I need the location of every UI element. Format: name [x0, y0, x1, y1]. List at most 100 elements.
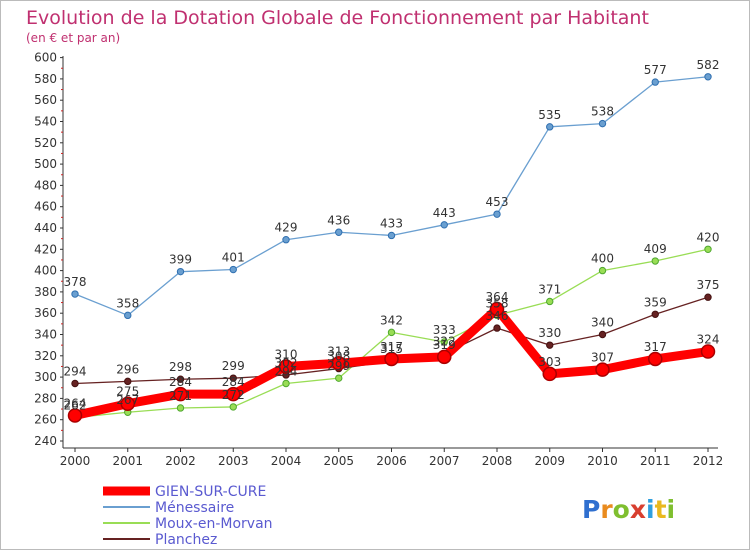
data-label: 346 [486, 309, 509, 323]
x-tick-label: 2010 [587, 454, 618, 468]
chart-title: Evolution de la Dotation Globale de Fonc… [26, 7, 649, 29]
data-label: 275 [116, 385, 139, 399]
data-point [387, 328, 396, 337]
data-point [226, 386, 241, 402]
data-label: 308 [327, 350, 350, 364]
y-tick-label: 540 [34, 115, 57, 129]
data-label: 399 [169, 253, 192, 267]
brand-letter: i [646, 495, 655, 524]
data-label: 302 [275, 356, 298, 370]
data-label: 333 [433, 323, 456, 337]
data-point [704, 245, 712, 254]
y-tick-label: 260 [34, 413, 57, 427]
data-point [489, 301, 505, 317]
data-point [704, 293, 712, 301]
data-point [598, 119, 607, 128]
data-point [229, 403, 237, 411]
y-tick-label: 480 [34, 178, 57, 192]
x-tick-label: 2007 [429, 454, 460, 468]
y-tick-label: 440 [34, 221, 57, 235]
y-tick-label: 500 [34, 157, 57, 171]
data-label: 359 [644, 295, 667, 309]
data-point [176, 404, 185, 412]
y-tick-label: 520 [34, 136, 57, 150]
y-tick-label: 300 [34, 370, 57, 384]
data-label: 375 [697, 278, 720, 292]
brand-letter: i [667, 495, 676, 524]
x-tick-label: 2003 [218, 454, 249, 468]
brand-letter: o [613, 495, 630, 524]
data-label: 340 [591, 316, 614, 330]
data-label: 420 [697, 230, 720, 244]
data-label: 284 [222, 375, 245, 389]
data-point [440, 338, 448, 346]
y-tick-label: 580 [34, 72, 57, 86]
data-label: 330 [538, 326, 561, 340]
data-label: 582 [697, 58, 720, 72]
data-point [440, 221, 448, 229]
axes: 240 260 280 300 320 340 360 380 400 420 440 460 480 5… [34, 51, 723, 468]
brand-logo: Proxiti [582, 495, 675, 524]
brand-letter: x [630, 495, 646, 524]
data-point [229, 265, 237, 274]
y-tick-label: 360 [34, 306, 57, 320]
data-point [176, 375, 185, 383]
data-point [546, 123, 554, 131]
data-point [651, 310, 659, 318]
data-label: 453 [486, 195, 509, 209]
data-label: 303 [538, 355, 561, 369]
x-tick-label: 2011 [640, 454, 671, 468]
data-label: 264 [64, 396, 87, 410]
data-label: 294 [275, 364, 298, 378]
data-point [120, 396, 135, 411]
brand-text: Proxiti [582, 495, 675, 524]
data-label: 364 [486, 290, 509, 304]
data-label: 315 [380, 342, 403, 356]
series-lines [67, 73, 716, 423]
data-label: 324 [697, 333, 720, 347]
data-point [173, 386, 188, 402]
data-point [493, 324, 501, 332]
data-labels: 264 275 284 284 310 313 317 319 364 303 307 317 324 3… [64, 58, 720, 413]
y-tick-label: 320 [34, 349, 57, 363]
data-point [648, 351, 663, 367]
data-point [67, 408, 83, 423]
data-label: 538 [591, 105, 614, 119]
data-label: 284 [169, 375, 192, 389]
data-label: 322 [433, 335, 456, 349]
data-point [282, 236, 290, 244]
data-point [542, 366, 557, 382]
y-tick-label: 420 [34, 242, 57, 256]
x-tick-label: 2005 [323, 454, 354, 468]
data-point [595, 362, 610, 377]
data-point [704, 73, 712, 81]
data-label: 294 [64, 364, 87, 378]
data-point [71, 290, 79, 298]
data-label: 371 [538, 282, 561, 296]
brand-letter: r [600, 495, 613, 524]
data-label: 400 [591, 252, 614, 266]
data-label: 299 [222, 359, 245, 373]
data-label: 358 [486, 296, 509, 310]
data-point [651, 78, 659, 86]
data-label: 443 [433, 206, 456, 220]
data-label: 262 [64, 399, 87, 413]
data-label: 271 [169, 389, 192, 403]
data-point [598, 266, 607, 275]
data-label: 319 [433, 338, 456, 352]
data-label: 317 [644, 340, 667, 354]
y-tick-label: 400 [34, 264, 57, 278]
data-label: 307 [591, 351, 614, 365]
data-label: 358 [116, 296, 139, 310]
data-label: 342 [380, 313, 403, 327]
y-tick-label: 380 [34, 285, 57, 299]
chart-subtitle: (en € et par an) [26, 31, 120, 45]
y-tick-label: 560 [34, 93, 57, 107]
x-tick-label: 2009 [534, 454, 565, 468]
data-label: 409 [644, 242, 667, 256]
data-point [124, 311, 132, 320]
data-point [546, 341, 554, 349]
legend-label: Planchez [155, 532, 217, 548]
